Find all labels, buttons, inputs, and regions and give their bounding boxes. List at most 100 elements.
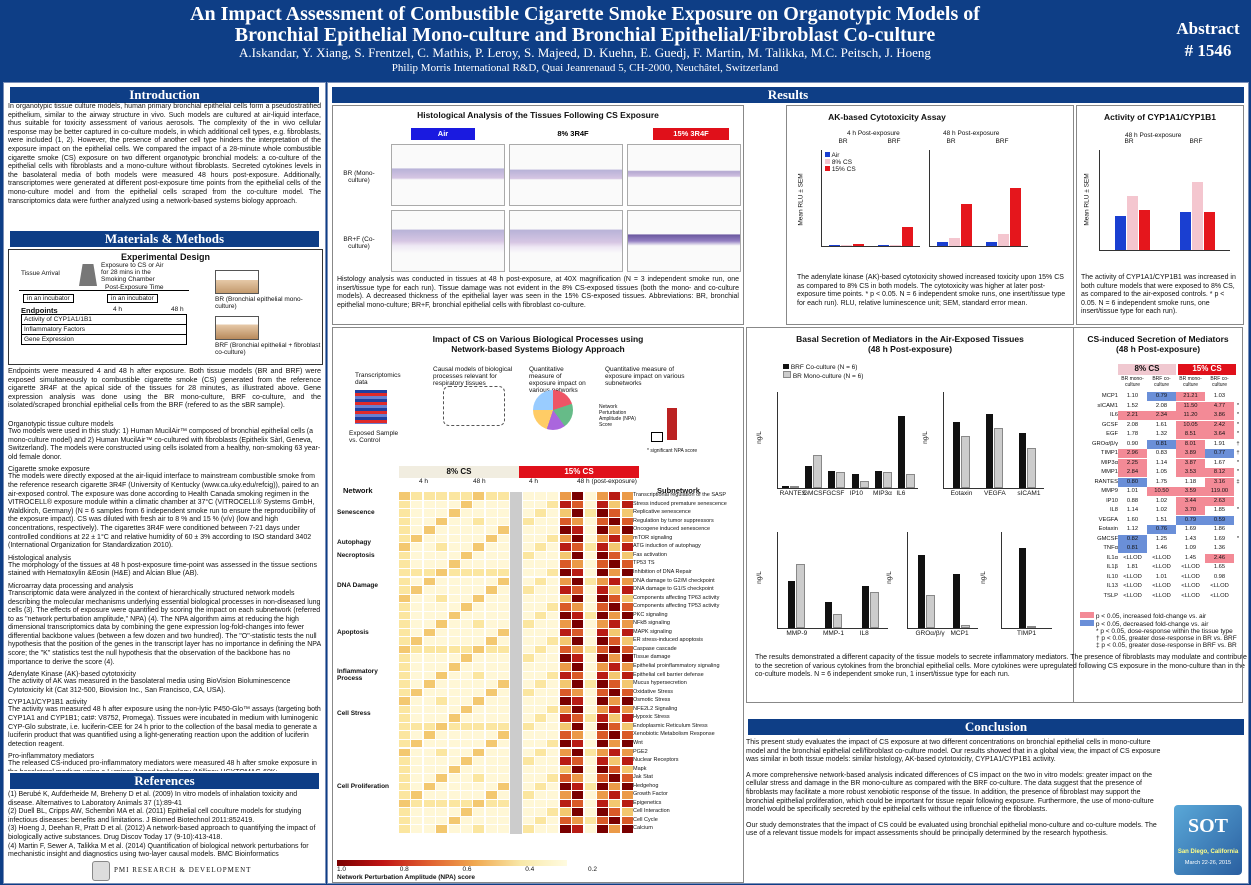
network-group-label: DNA Damage: [337, 582, 378, 590]
legend-brf: BRF Co-culture (N = 6): [790, 364, 858, 371]
sig-note: * significant NPA score: [647, 448, 698, 454]
heatmap-cell: [498, 816, 510, 825]
ak-panel-48h: 48 h Post-exposure: [943, 130, 1000, 137]
fold-change-cell: 2.84: [1118, 468, 1147, 477]
heatmap-cell: [621, 645, 633, 654]
heatmap-cell: [559, 560, 571, 568]
heatmap-cell: [535, 517, 546, 526]
heatmap-cell: [522, 551, 534, 560]
method-heading: Microarray data processing and analysis: [8, 582, 134, 590]
post-exposure-time: Post-Exposure Time: [105, 284, 164, 291]
heatmap-cell: [584, 748, 596, 757]
heatmap-cell: [522, 577, 534, 586]
heatmap-cell: [572, 645, 584, 654]
heatmap-cell: [436, 492, 448, 500]
heatmap-cell: [535, 739, 546, 748]
heatmap-cell: [411, 748, 423, 757]
heatmap-cell: [448, 534, 460, 543]
heatmap-cell: [448, 791, 460, 799]
heatmap-cell: [621, 663, 633, 671]
fold-change-cell: <LLOD: [1210, 592, 1229, 599]
heatmap-cell: [448, 586, 460, 594]
br-model-label: BR (Bronchial epithelial mono-culture): [215, 296, 303, 310]
heatmap-cell: [461, 799, 472, 808]
bar-BRF-0: [1179, 212, 1191, 250]
mediator-name: IL6: [1109, 412, 1118, 418]
heatmap-cell: [584, 825, 596, 833]
heatmap-cell: [473, 680, 485, 688]
bar-BRF-0: [877, 244, 889, 246]
basal-title: Basal Secretion of Mediators in the Air-…: [796, 334, 1024, 354]
bar-BR-1: [948, 238, 960, 246]
heatmap-cell: [399, 594, 410, 603]
heatmap-cell: [547, 534, 559, 543]
bar-BRF-1: [1191, 182, 1203, 250]
cyp-ylabel: Mean RLU ± SEM: [1083, 173, 1091, 226]
heatmap-cell: [547, 731, 559, 739]
heatmap-cell: [621, 594, 633, 603]
basal-bar-MCP1-1: [960, 625, 970, 628]
heatmap-cell: [436, 714, 448, 722]
heatmap-cell: [535, 543, 546, 551]
heatmap-cell: [584, 628, 596, 637]
heatmap-cell: [436, 765, 448, 774]
heatmap-cell: [436, 697, 448, 705]
heatmap-cell: [535, 697, 546, 705]
heatmap-cell: [498, 680, 510, 688]
heatmap-cell: [473, 688, 485, 697]
section-methods: Materials & Methods: [8, 229, 321, 249]
heatmap-cell: [584, 757, 596, 765]
mediator-name: VEGFA: [1098, 516, 1118, 523]
heatmap-cell: [498, 748, 510, 757]
pmi-crest-icon: [92, 861, 110, 881]
heatmap-cell: [399, 603, 410, 611]
mediator-name: MCP1: [1101, 393, 1118, 399]
heatmap-cell: [597, 611, 608, 620]
ak-chart-48h: BR BRF: [929, 138, 1028, 247]
intro-text: In organotypic tissue culture models, hu…: [8, 103, 321, 205]
heatmap-cell: [411, 560, 423, 568]
basal-bar-VEGFA-0: [986, 413, 993, 488]
heatmap-cell: [609, 492, 621, 500]
heatmap-cell: [621, 722, 633, 731]
subnetwork-label: Wnt: [633, 739, 643, 746]
step-transcriptomics: Transcriptomics data: [355, 372, 401, 386]
subnetwork-label: Calcium: [633, 825, 653, 832]
heatmap-cell: [399, 697, 410, 705]
heatmap-cell: [522, 543, 534, 551]
basal-chart-5: TIMP1: [1001, 532, 1052, 637]
basal-ylabel: ng/L: [921, 431, 929, 444]
heatmap-cell: [399, 654, 410, 662]
heatmap-cell: [547, 492, 559, 500]
heatmap-cell: [522, 739, 534, 748]
heatmap-cell: [609, 526, 621, 534]
secretion-row: IL6 2.21 2.34 11.20 3.86 *: [1078, 411, 1242, 420]
heatmap-cell: [498, 637, 510, 645]
heatmap-cell: [597, 722, 608, 731]
heatmap-cell: [498, 663, 510, 671]
affiliation: Philip Morris International R&D, Quai Je…: [391, 62, 779, 74]
subnetwork-label: mTOR signaling: [633, 534, 673, 541]
heatmap-cell: [436, 509, 448, 517]
heatmap-cell: [559, 628, 571, 637]
fold-change-cell: <LLOD: [1152, 564, 1171, 570]
heatmap-cell: [535, 825, 546, 833]
heatmap-cell: [461, 825, 472, 833]
heatmap-cell: [522, 620, 534, 628]
subnetwork-label: Caspase cascade: [633, 645, 677, 652]
heatmap-cell: [559, 526, 571, 534]
heatmap-cell: [485, 714, 497, 722]
heatmap-cell: [572, 688, 584, 697]
fold-change-cell: 11.20: [1176, 411, 1205, 420]
heatmap-cell: [436, 645, 448, 654]
heatmap-cell: [522, 799, 534, 808]
fold-change-cell: 0.79: [1147, 392, 1176, 401]
heatmap-cell: [597, 663, 608, 671]
heatmap-cell: [399, 774, 410, 782]
heatmap-cell: [411, 663, 423, 671]
heatmap-cell: [609, 739, 621, 748]
fold-change-cell: 1.36: [1213, 545, 1226, 551]
heatmap-cell: [436, 663, 448, 671]
fold-change-cell: 1.81: [1126, 564, 1139, 570]
significance-mark: [1234, 516, 1242, 525]
